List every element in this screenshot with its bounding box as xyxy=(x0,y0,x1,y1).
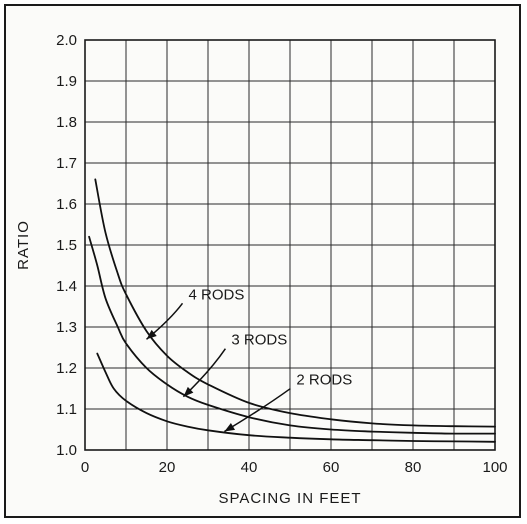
x-tick-label: 60 xyxy=(323,459,340,476)
y-tick-label: 2.0 xyxy=(56,32,77,49)
x-tick-label: 40 xyxy=(241,459,258,476)
curves xyxy=(88,178,496,443)
annotations: 4 RODS 3 RODS 2 RODS xyxy=(146,286,352,433)
y-axis-title: RATIO xyxy=(15,220,32,270)
annotation-label: 3 RODS xyxy=(231,332,287,349)
y-tick-label: 1.2 xyxy=(56,360,77,377)
y-tick-labels: 1.0 1.1 1.2 1.3 1.4 1.5 1.6 1.7 1.8 1.9 2.0 xyxy=(56,32,77,459)
y-tick-label: 1.3 xyxy=(56,319,77,336)
y-tick-label: 1.7 xyxy=(56,155,77,172)
annotation-label: 2 RODS xyxy=(296,372,352,389)
series-line-4-rods xyxy=(94,178,496,428)
x-tick-label: 100 xyxy=(482,459,507,476)
x-tick-label: 80 xyxy=(405,459,422,476)
annotation-arrowhead xyxy=(146,329,157,340)
x-tick-label: 0 xyxy=(81,459,89,476)
x-tick-labels: 0 20 40 60 80 100 xyxy=(81,459,508,476)
chart-frame xyxy=(4,4,521,518)
series-line-2-rods xyxy=(96,352,496,443)
series-line-3-rods xyxy=(88,235,496,435)
x-axis-title: SPACING IN FEET xyxy=(218,490,361,507)
y-tick-label: 1.9 xyxy=(56,73,77,90)
annotation-arrowhead xyxy=(183,386,194,397)
y-tick-label: 1.4 xyxy=(56,278,77,295)
y-tick-label: 1.0 xyxy=(56,442,77,459)
y-tick-label: 1.8 xyxy=(56,114,77,131)
x-tick-label: 20 xyxy=(159,459,176,476)
annotation-arrowhead xyxy=(224,422,236,432)
y-tick-label: 1.6 xyxy=(56,196,77,213)
plot-area-border xyxy=(84,39,496,451)
y-tick-label: 1.5 xyxy=(56,237,77,254)
grid xyxy=(85,40,495,450)
y-tick-label: 1.1 xyxy=(56,401,77,418)
annotation-leader xyxy=(224,387,291,433)
annotation-label: 4 RODS xyxy=(189,286,245,303)
